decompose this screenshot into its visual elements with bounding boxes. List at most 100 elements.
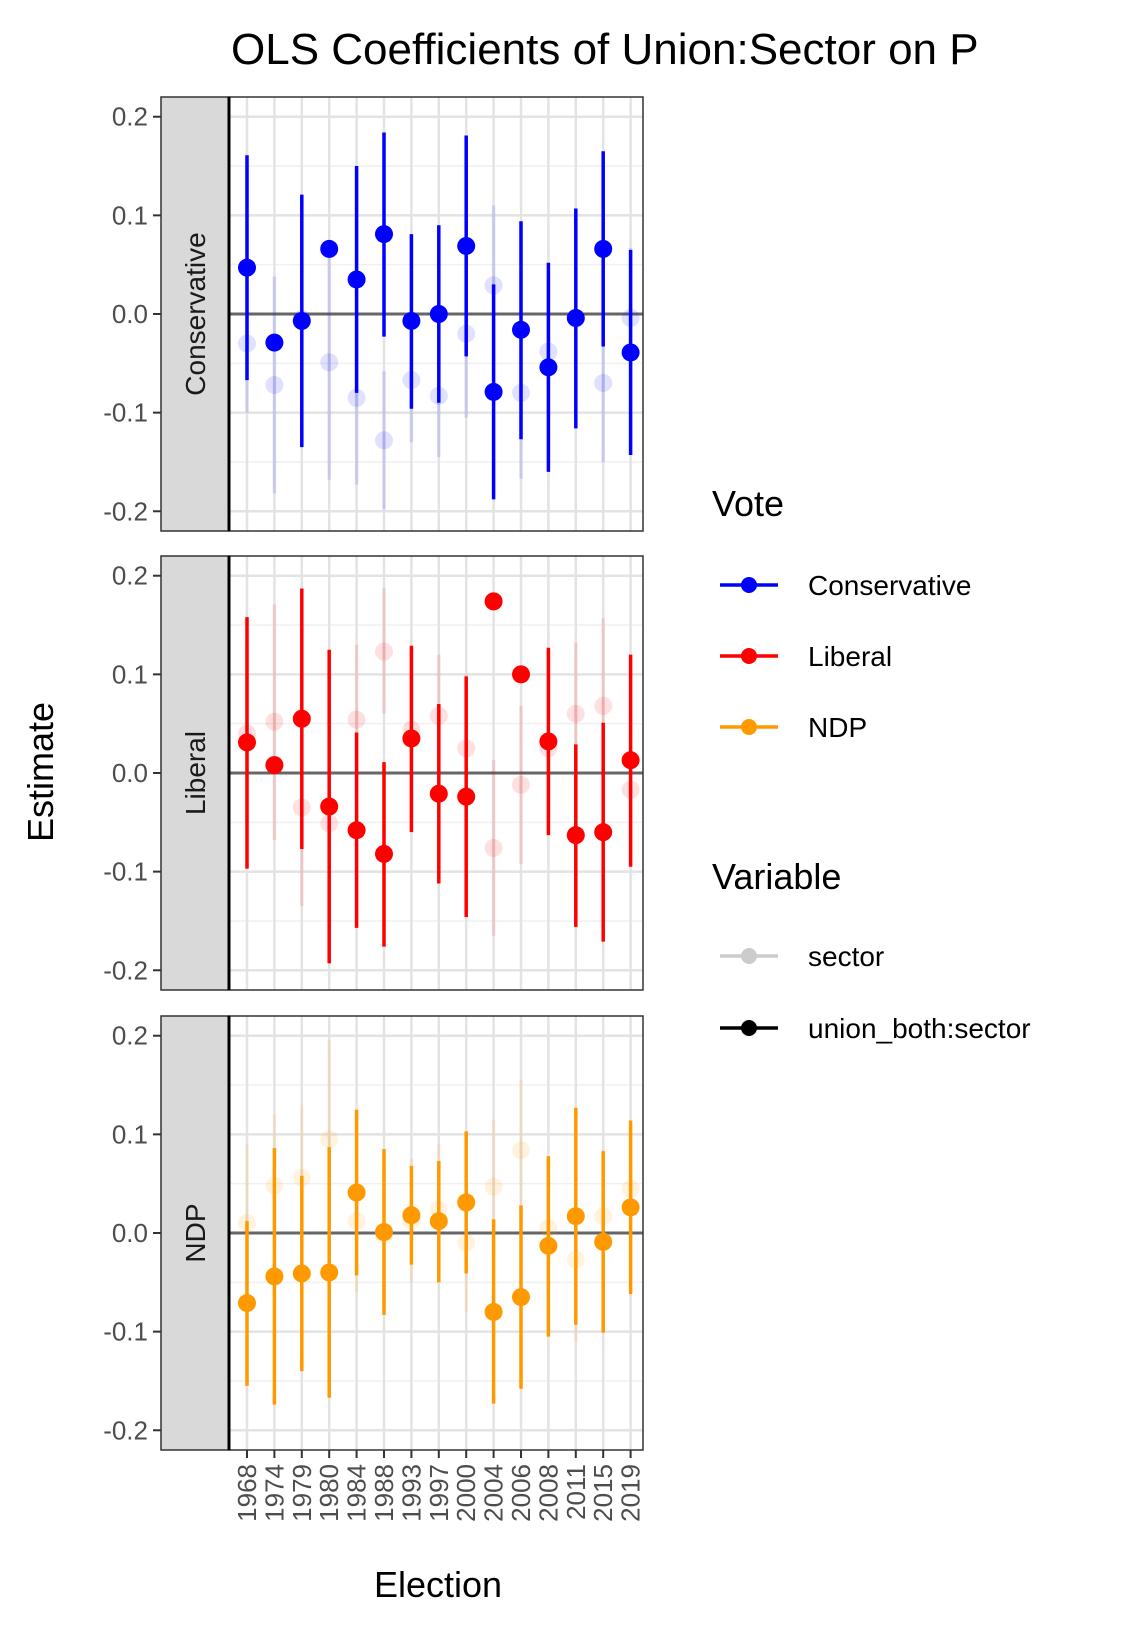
panel-ndp: NDP 0.2 0.1 0.0 -0.1 -0.2 [103, 1015, 644, 1451]
legend-key-point [741, 1020, 757, 1036]
strip-conservative [160, 96, 230, 532]
legend-key-point [741, 577, 757, 593]
point [265, 1267, 284, 1286]
point [375, 225, 393, 244]
x-tick-label: 2008 [533, 1464, 563, 1522]
x-tick-label: 2004 [479, 1464, 509, 1522]
legend-title-vote: Vote [712, 483, 784, 524]
series-conservative-union-both-sector [238, 132, 640, 500]
legend-label: Liberal [808, 641, 892, 672]
legend-vote-items: Conservative Liberal NDP [720, 570, 971, 743]
y-axis-title: Estimate [20, 702, 61, 842]
point [512, 775, 530, 794]
panels: Conservative 0.2 0.1 0.0 -0.1 -0.2 Liberal 0.2 0… [103, 96, 646, 1522]
legend-item-ndp: NDP [720, 712, 867, 743]
point [484, 1302, 503, 1321]
point [621, 343, 640, 362]
point [402, 311, 421, 330]
point [320, 239, 339, 258]
legend-item-conservative: Conservative [720, 570, 971, 601]
strip-label: NDP [180, 1203, 211, 1262]
point [375, 844, 393, 863]
point [402, 1206, 421, 1225]
x-tick-label: 1988 [369, 1464, 399, 1522]
point [375, 1223, 393, 1242]
strip-label: Conservative [180, 232, 211, 395]
x-tick-label: 2006 [506, 1464, 536, 1522]
legend-title-variable: Variable [712, 856, 841, 897]
point [347, 270, 366, 289]
point [265, 712, 284, 731]
point [594, 823, 613, 842]
point [621, 751, 640, 770]
x-axis-title: Election [374, 1564, 502, 1605]
point [320, 1130, 339, 1149]
point [484, 382, 503, 401]
legend-label: sector [808, 941, 884, 972]
point [512, 1288, 530, 1307]
point [375, 642, 393, 661]
point [539, 732, 558, 751]
legend-item-sector: sector [720, 941, 884, 972]
point [265, 333, 284, 352]
y-tick-label: -0.1 [103, 1317, 148, 1347]
chart-title: OLS Coefficients of Union:Sector on P [231, 25, 979, 74]
x-tick-label: 1980 [314, 1464, 344, 1522]
strip-ndp [160, 1015, 230, 1451]
point [566, 308, 585, 327]
y-tick-label: -0.1 [103, 857, 148, 887]
y-tick-label: -0.1 [103, 398, 148, 428]
point [320, 353, 339, 372]
point [429, 1212, 448, 1231]
point [347, 1183, 366, 1202]
legend-label: Conservative [808, 570, 971, 601]
legend-label: union_both:sector [808, 1013, 1031, 1044]
legend-variable-items: sector union_both:sector [720, 941, 1031, 1044]
point [347, 710, 366, 729]
x-tick-label: 1968 [232, 1464, 262, 1522]
y-tick-label: 0.1 [112, 659, 148, 689]
x-tick-label: 1984 [342, 1464, 372, 1522]
point [457, 1193, 476, 1212]
point [539, 1236, 558, 1255]
x-tick-label: 2019 [616, 1464, 646, 1522]
point [594, 1232, 613, 1251]
point [594, 239, 613, 258]
strip-label: Liberal [180, 731, 211, 815]
point [402, 729, 421, 748]
point [512, 665, 530, 684]
point [347, 821, 366, 840]
point [429, 305, 448, 323]
point [292, 1264, 311, 1283]
y-tick-label: 0.0 [112, 758, 148, 788]
point [347, 388, 366, 407]
point [292, 709, 311, 728]
x-tick-label: 1974 [259, 1464, 289, 1522]
panel-conservative: Conservative 0.2 0.1 0.0 -0.1 -0.2 [103, 96, 644, 532]
x-axis: 1968197419791980198419881993199720002004… [232, 1450, 646, 1522]
point [320, 1263, 339, 1282]
series-liberal-union-both-sector [238, 588, 640, 964]
strip-liberal [160, 555, 230, 991]
point [594, 374, 613, 393]
point [375, 431, 393, 450]
point [457, 236, 476, 255]
point [265, 376, 284, 395]
legend-label: NDP [808, 712, 867, 743]
point [566, 704, 585, 723]
x-tick-label: 2015 [588, 1464, 618, 1522]
legend: Vote Conservative Liberal NDP Variable sec… [712, 483, 1031, 1044]
x-tick-label: 1993 [396, 1464, 426, 1522]
point [484, 1177, 503, 1196]
legend-item-union-both-sector: union_both:sector [720, 1013, 1031, 1044]
y-tick-label: 0.1 [112, 1119, 148, 1149]
y-tick-label: -0.2 [103, 955, 148, 985]
y-tick-label: 0.2 [112, 102, 148, 132]
point [539, 358, 558, 377]
x-tick-label: 2011 [561, 1464, 591, 1520]
y-tick-label: 0.0 [112, 299, 148, 329]
point [429, 784, 448, 803]
point [320, 797, 339, 816]
point [512, 1141, 530, 1160]
